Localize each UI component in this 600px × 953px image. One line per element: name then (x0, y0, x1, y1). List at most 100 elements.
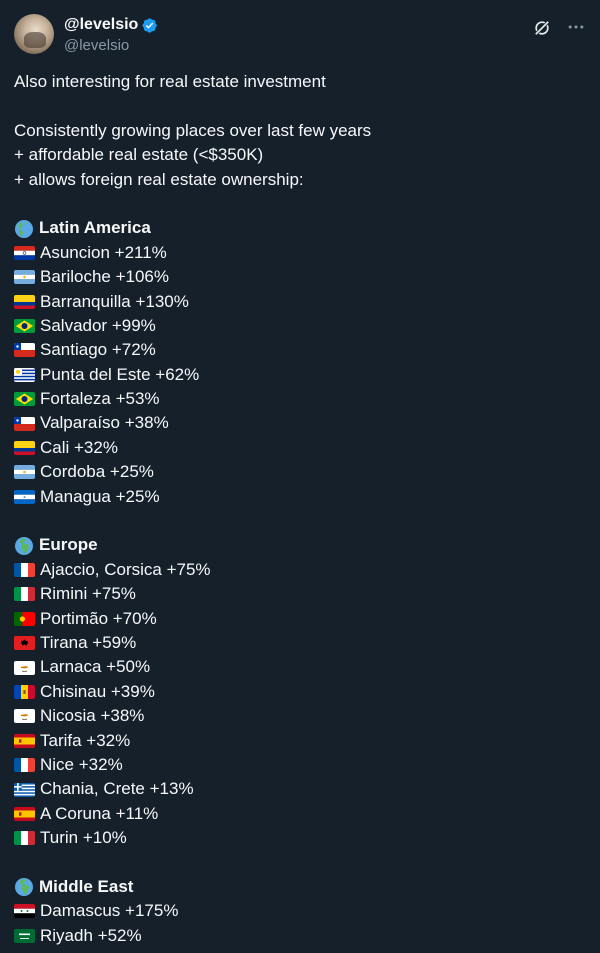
tweet-header: @levelsio @levelsio (14, 14, 586, 58)
list-item-text: Turin +10% (40, 828, 127, 848)
cyprus-flag-icon (14, 660, 35, 675)
albania-flag-icon (14, 636, 35, 651)
globe-europe-africa-icon (15, 536, 33, 555)
grok-icon[interactable] (532, 18, 552, 38)
list-item-text: Tirana +59% (40, 632, 137, 652)
list-item-text: Salvador +99% (40, 315, 156, 335)
list-item-text: Portimão +70% (40, 608, 157, 628)
nicaragua-flag-icon (14, 489, 35, 504)
list-item-text: Tarifa +32% (40, 730, 131, 750)
italy-flag-icon (14, 587, 35, 602)
cyprus-flag-icon (14, 709, 35, 724)
list-item-text: Ajaccio, Corsica +75% (40, 559, 211, 579)
list-item: Chisinau +39% (14, 680, 586, 704)
portugal-flag-icon (14, 611, 35, 626)
list-item: Nice +32% (14, 753, 586, 777)
brazil-flag-icon (14, 392, 35, 407)
criteria-line: Consistently growing places over last fe… (14, 120, 372, 140)
chile-flag-icon (14, 416, 35, 431)
display-name[interactable]: @levelsio (64, 16, 139, 33)
colombia-flag-icon (14, 294, 35, 309)
list-item: A Coruna +11% (14, 802, 586, 826)
argentina-flag-icon (14, 270, 35, 285)
list-item: Riyadh +52% (14, 924, 586, 948)
section-heading: Latin America (14, 216, 586, 240)
list-item-text: Rimini +75% (40, 584, 136, 604)
blank-line (14, 509, 586, 533)
list-item-text: Cordoba +25% (40, 462, 154, 482)
list-item: Chania, Crete +13% (14, 777, 586, 801)
list-item: Valparaíso +38% (14, 411, 586, 435)
blank-line (14, 192, 586, 216)
list-item-text: Cali +32% (40, 437, 118, 457)
list-item: Rimini +75% (14, 582, 586, 606)
list-item: Asuncion +211% (14, 241, 586, 265)
tweet-text: Also interesting for real estate investm… (14, 70, 586, 948)
list-item: Cordoba +25% (14, 460, 586, 484)
section-title: Europe (39, 535, 98, 555)
author-names: @levelsio @levelsio (64, 15, 158, 56)
chile-flag-icon (14, 343, 35, 358)
list-item: Tirana +59% (14, 631, 586, 655)
list-item-text: Asuncion +211% (40, 242, 167, 262)
list-item: Cali +32% (14, 436, 586, 460)
list-item-text: Chania, Crete +13% (40, 779, 194, 799)
list-item-text: Punta del Este +62% (40, 364, 200, 384)
list-item: Portimão +70% (14, 607, 586, 631)
avatar[interactable] (14, 14, 54, 54)
argentina-flag-icon (14, 465, 35, 480)
list-item-text: Chisinau +39% (40, 681, 155, 701)
list-item: Managua +25% (14, 485, 586, 509)
list-item-text: Valparaíso +38% (40, 413, 169, 433)
moldova-flag-icon (14, 684, 35, 699)
spain-flag-icon (14, 806, 35, 821)
section-title: Latin America (39, 218, 151, 238)
greece-flag-icon (14, 782, 35, 797)
saudi-arabia-flag-icon (14, 928, 35, 943)
list-item: Barranquilla +130% (14, 290, 586, 314)
list-item-text: Larnaca +50% (40, 657, 151, 677)
list-item-text: A Coruna +11% (40, 803, 159, 823)
list-item: Salvador +99% (14, 314, 586, 338)
list-item-text: Nicosia +38% (40, 706, 145, 726)
list-item-text: Managua +25% (40, 486, 160, 506)
list-item-text: Nice +32% (40, 754, 123, 774)
list-item-text: Bariloche +106% (40, 267, 170, 287)
paraguay-flag-icon (14, 245, 35, 260)
list-item-text: Damascus +175% (40, 901, 179, 921)
section-title: Middle East (39, 876, 134, 896)
brazil-flag-icon (14, 319, 35, 334)
list-item: Tarifa +32% (14, 729, 586, 753)
list-item: Nicosia +38% (14, 704, 586, 728)
spain-flag-icon (14, 733, 35, 748)
france-flag-icon (14, 563, 35, 577)
display-name-row: @levelsio (64, 15, 158, 35)
france-flag-icon (14, 758, 35, 773)
list-item: Fortaleza +53% (14, 387, 586, 411)
list-item: Larnaca +50% (14, 655, 586, 679)
more-icon[interactable] (566, 17, 586, 37)
list-item-text: Santiago +72% (40, 340, 156, 360)
list-item-text: Riyadh +52% (40, 925, 142, 945)
criteria-line: + allows foreign real estate ownership: (14, 169, 304, 189)
uruguay-flag-icon (14, 367, 35, 382)
blank-line (14, 851, 586, 875)
list-item: Santiago +72% (14, 338, 586, 362)
verified-badge-icon (142, 17, 158, 33)
tweet-intro: Also interesting for real estate investm… (14, 72, 326, 91)
list-item: Bariloche +106% (14, 265, 586, 289)
section-heading: Middle East (14, 875, 586, 899)
handle[interactable]: @levelsio (64, 37, 130, 54)
globe-europe-africa-icon (15, 878, 33, 897)
blank-line (14, 94, 586, 118)
list-item-text: Barranquilla +130% (40, 291, 189, 311)
syria-flag-icon (14, 904, 35, 919)
colombia-flag-icon (14, 441, 35, 456)
section-heading: Europe (14, 533, 586, 557)
list-item-text: Fortaleza +53% (40, 389, 160, 409)
criteria-line: + affordable real estate (<$350K) (14, 145, 264, 165)
list-item: Turin +10% (14, 826, 586, 850)
list-item: Ajaccio, Corsica +75% (14, 558, 586, 582)
list-item: Punta del Este +62% (14, 363, 586, 387)
globe-americas-icon (15, 219, 33, 238)
